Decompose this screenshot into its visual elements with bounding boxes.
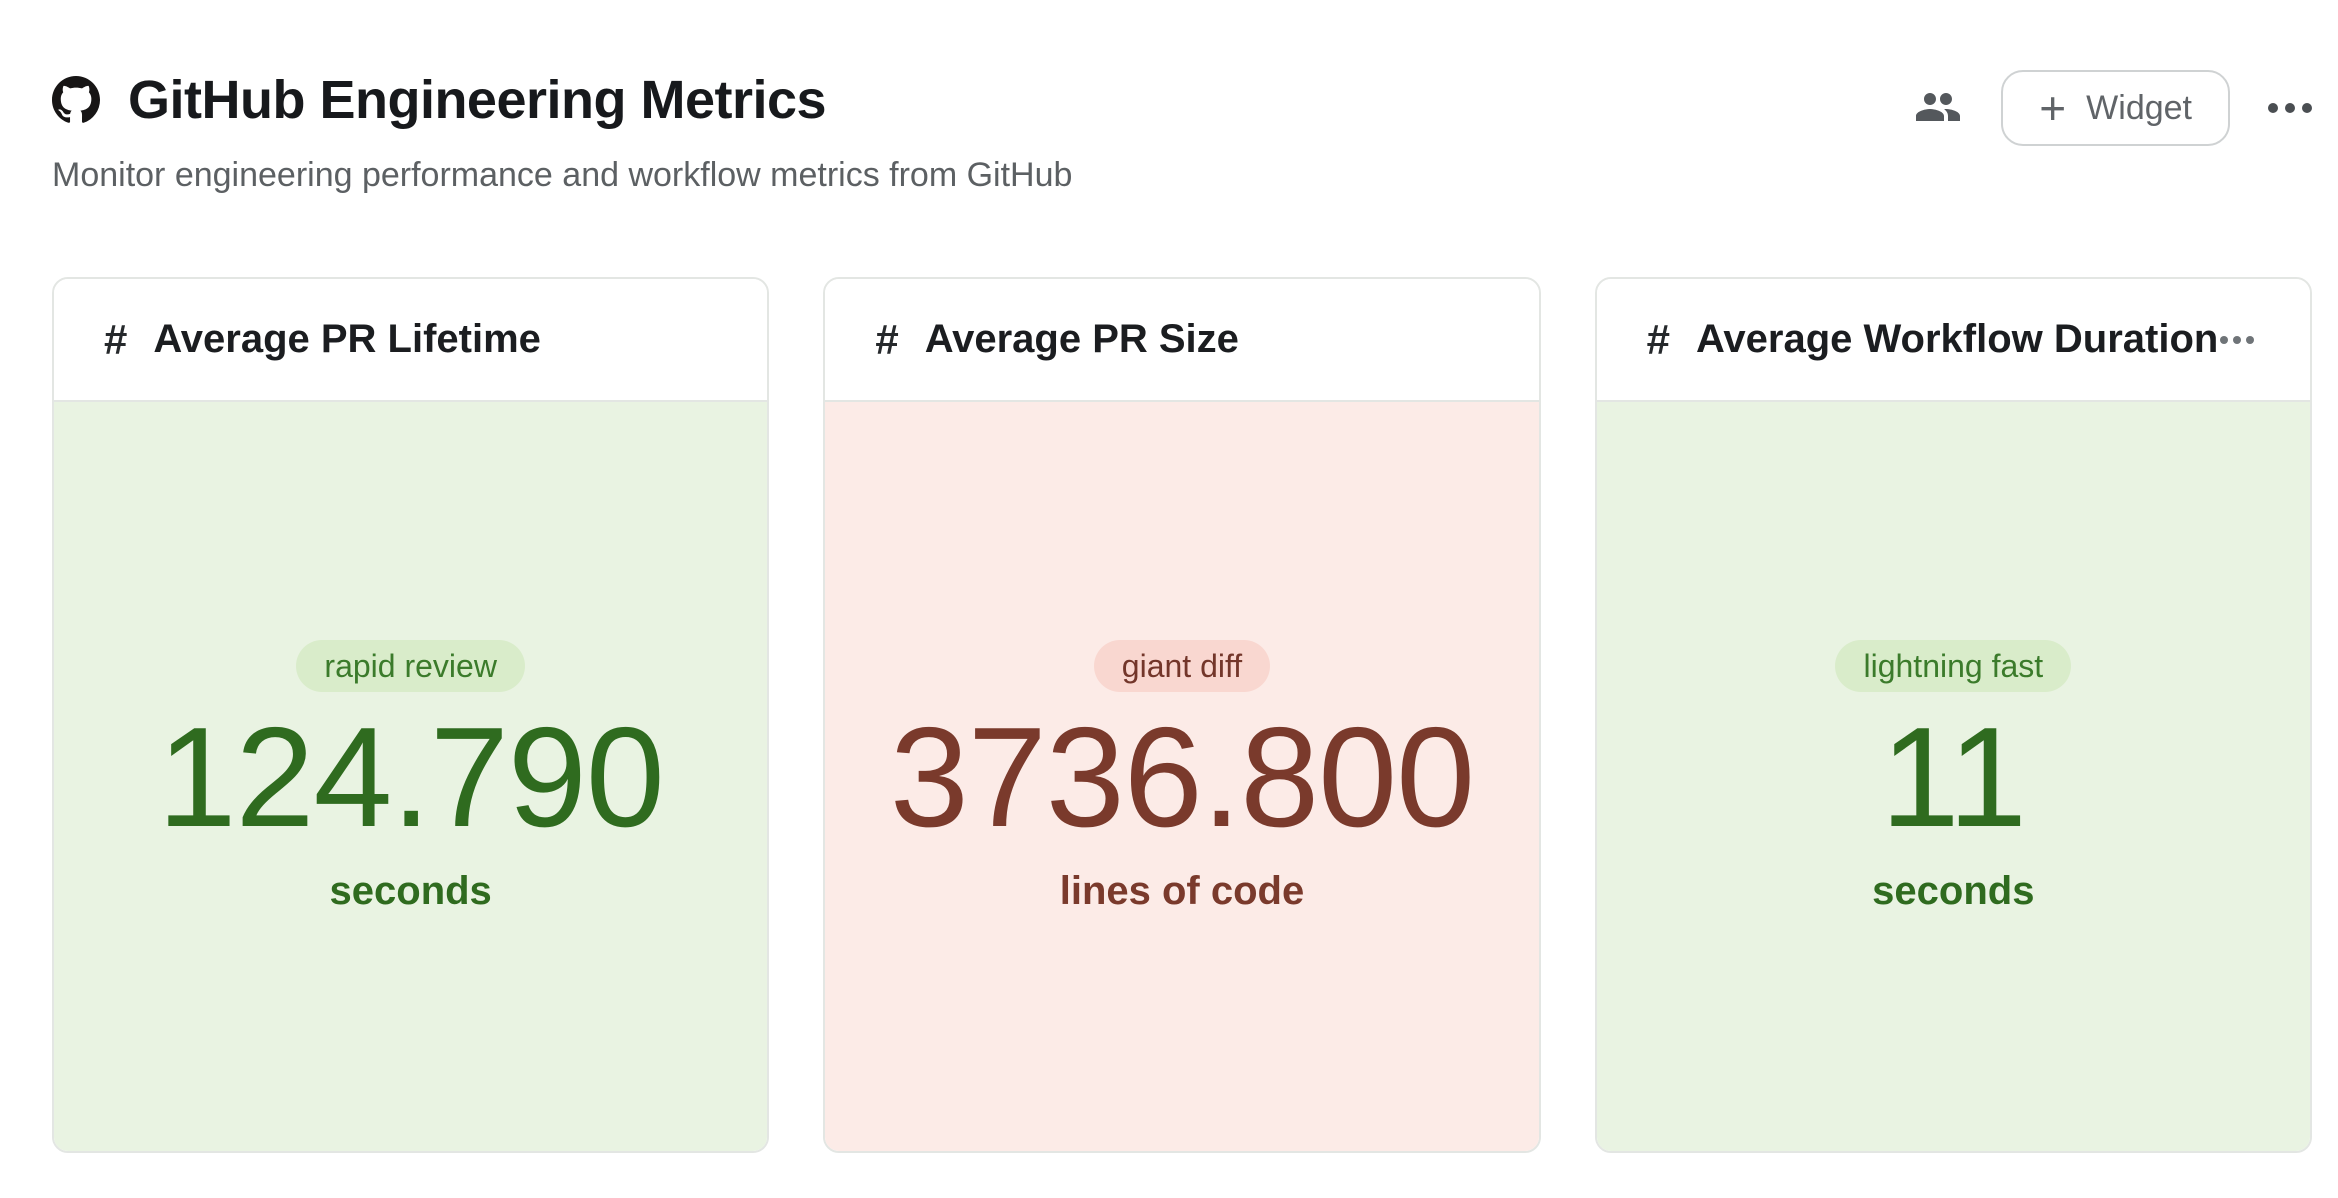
hash-icon: # [875, 315, 899, 363]
collaborators-button[interactable] [1913, 83, 1963, 133]
card-menu-button[interactable] [2214, 330, 2260, 350]
page-header: GitHub Engineering Metrics Monitor engin… [52, 70, 2312, 195]
metric-unit: lines of code [1059, 869, 1305, 914]
status-badge: giant diff [1093, 639, 1271, 692]
metric-card-average-pr-lifetime: # Average PR Lifetime rapid review 124.7… [52, 277, 770, 1154]
hash-icon: # [1646, 315, 1671, 363]
ellipsis-icon [2219, 335, 2228, 344]
metric-cards-grid: # Average PR Lifetime rapid review 124.7… [52, 277, 2312, 1154]
card-header[interactable]: # Average PR Lifetime [54, 279, 768, 403]
card-title-wrap: # Average Workflow Duration [1646, 315, 2219, 363]
card-header[interactable]: # Average PR Size [825, 279, 1539, 403]
ellipsis-icon [2268, 103, 2278, 113]
card-title-wrap: # Average PR Lifetime [104, 317, 541, 362]
page-header-actions: + Widget [1913, 70, 2312, 146]
page-title: GitHub Engineering Metrics [128, 70, 827, 130]
card-header[interactable]: # Average Workflow Duration [1596, 279, 2310, 403]
hash-icon: # [104, 315, 128, 363]
metric-unit: seconds [329, 869, 492, 914]
add-widget-button[interactable]: + Widget [2001, 70, 2230, 146]
status-badge: rapid review [296, 639, 525, 692]
page-subtitle: Monitor engineering performance and work… [52, 155, 1073, 194]
card-body: rapid review 124.790 seconds [54, 402, 768, 1152]
page-title-row: GitHub Engineering Metrics [52, 72, 1072, 129]
card-title-wrap: # Average PR Size [875, 317, 1239, 362]
page-header-left: GitHub Engineering Metrics Monitor engin… [52, 72, 1072, 195]
metric-value: 3736.800 [889, 697, 1475, 857]
metric-card-average-workflow-duration: # Average Workflow Duration lightning fa… [1594, 277, 2312, 1154]
card-title: Average Workflow Duration [1696, 317, 2219, 362]
status-badge: lightning fast [1835, 639, 2072, 692]
card-body: lightning fast 11 seconds [1596, 402, 2310, 1152]
metric-unit: seconds [1872, 869, 2035, 914]
metric-card-average-pr-size: # Average PR Size giant diff 3736.800 li… [823, 277, 1541, 1154]
people-icon [1914, 83, 1962, 134]
card-title: Average PR Size [924, 317, 1239, 362]
plus-icon: + [2039, 82, 2067, 134]
dashboard-page: GitHub Engineering Metrics Monitor engin… [52, 70, 2312, 1154]
add-widget-label: Widget [2086, 89, 2192, 127]
github-logo-icon [52, 76, 100, 124]
card-body: giant diff 3736.800 lines of code [825, 402, 1539, 1152]
metric-value: 124.790 [157, 697, 665, 857]
card-title: Average PR Lifetime [153, 317, 541, 362]
metric-value: 11 [1880, 697, 2027, 857]
more-options-button[interactable] [2268, 103, 2312, 113]
